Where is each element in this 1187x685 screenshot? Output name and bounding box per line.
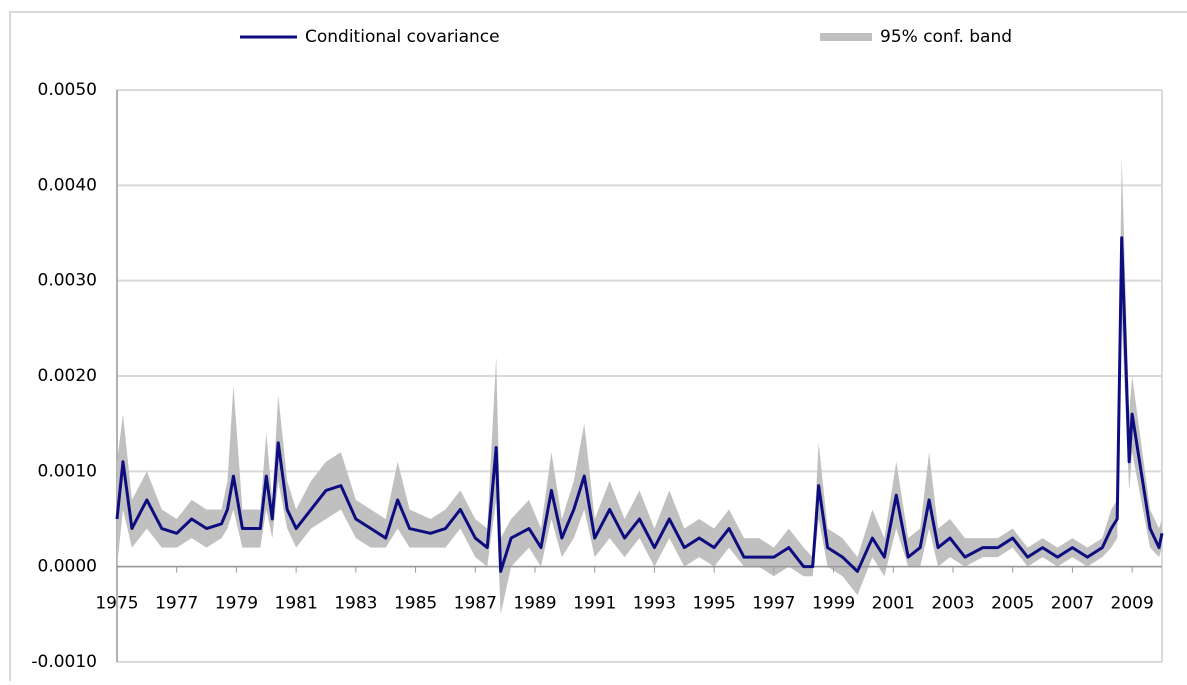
x-tick-label: 1995 bbox=[693, 594, 736, 614]
x-tick-label: 1991 bbox=[573, 594, 616, 614]
y-tick-label: 0.0040 bbox=[38, 175, 97, 195]
x-tick-label: 1985 bbox=[394, 594, 437, 614]
x-tick-label: 2009 bbox=[1111, 594, 1154, 614]
y-tick-label: -0.0010 bbox=[31, 652, 97, 672]
x-tick-label: 1987 bbox=[454, 594, 497, 614]
x-tick-label: 1975 bbox=[95, 594, 138, 614]
confidence-band bbox=[117, 156, 1162, 615]
x-tick-label: 2001 bbox=[872, 594, 915, 614]
y-tick-label: 0.0050 bbox=[38, 80, 97, 100]
chart-frame bbox=[9, 11, 1187, 685]
x-tick-label: 1993 bbox=[633, 594, 676, 614]
legend-label: Conditional covariance bbox=[305, 27, 500, 47]
y-tick-label: 0.0010 bbox=[38, 461, 97, 481]
x-tick-label: 1983 bbox=[334, 594, 377, 614]
x-tick-label: 1989 bbox=[513, 594, 556, 614]
x-tick-label: 1977 bbox=[155, 594, 198, 614]
x-tick-label: 1999 bbox=[812, 594, 855, 614]
y-tick-label: 0.0030 bbox=[38, 271, 97, 291]
x-tick-label: 2003 bbox=[931, 594, 974, 614]
x-tick-label: 1979 bbox=[215, 594, 258, 614]
x-tick-label: 1997 bbox=[752, 594, 795, 614]
covariance-line bbox=[115, 236, 1164, 573]
legend-label: 95% conf. band bbox=[880, 27, 1012, 47]
x-tick-label: 2007 bbox=[1051, 594, 1094, 614]
y-tick-label: 0.0000 bbox=[38, 557, 97, 577]
y-tick-label: 0.0020 bbox=[38, 366, 97, 386]
x-tick-label: 2005 bbox=[991, 594, 1034, 614]
x-tick-label: 1981 bbox=[275, 594, 318, 614]
